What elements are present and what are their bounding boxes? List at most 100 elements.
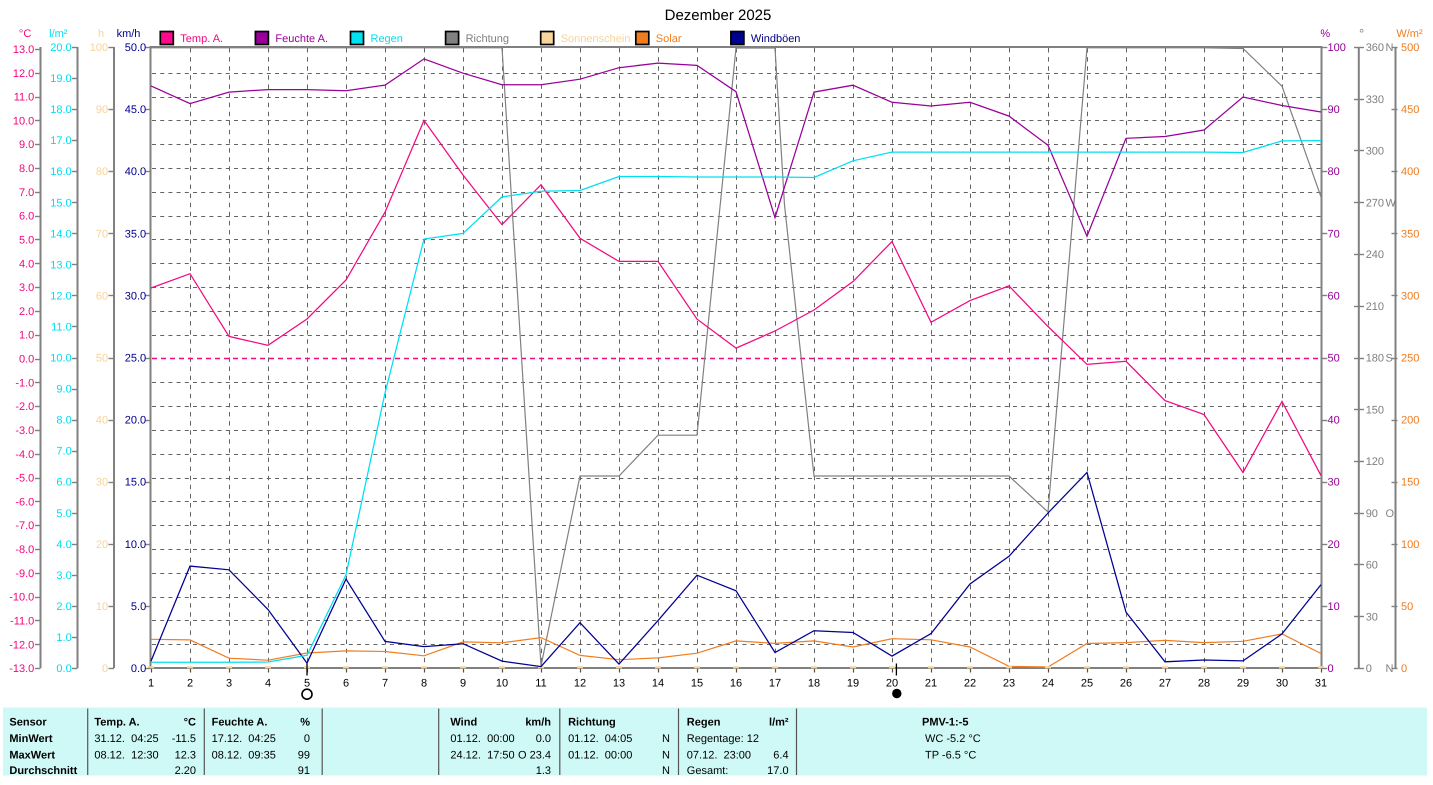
svg-text:11.0: 11.0: [51, 321, 72, 333]
svg-text:10: 10: [1328, 601, 1340, 613]
svg-text:35.0: 35.0: [125, 228, 146, 240]
svg-text:20.0: 20.0: [50, 42, 71, 54]
svg-text:100: 100: [90, 42, 108, 54]
svg-text:20: 20: [1328, 539, 1340, 551]
svg-text:N: N: [662, 765, 670, 777]
svg-text:S: S: [1386, 353, 1393, 365]
svg-text:120: 120: [1366, 456, 1384, 468]
svg-text:90: 90: [1366, 508, 1378, 520]
svg-text:12.0: 12.0: [13, 68, 34, 80]
svg-text:0: 0: [102, 663, 108, 675]
svg-text:20: 20: [886, 678, 898, 690]
svg-text:-6.0: -6.0: [15, 496, 34, 508]
svg-text:40: 40: [1328, 415, 1340, 427]
svg-text:Windböen: Windböen: [751, 33, 801, 45]
svg-text:5.0: 5.0: [56, 508, 71, 520]
svg-text:4: 4: [265, 678, 271, 690]
svg-text:2.0: 2.0: [56, 601, 71, 613]
svg-text:°C: °C: [184, 717, 196, 729]
svg-text:N: N: [662, 733, 670, 745]
svg-text:90: 90: [96, 104, 108, 116]
svg-text:08.12. 12:30: 08.12. 12:30: [94, 749, 158, 761]
svg-text:Regen: Regen: [371, 33, 403, 45]
svg-text:12.3: 12.3: [175, 749, 196, 761]
svg-text:17: 17: [769, 678, 781, 690]
svg-text:10.0: 10.0: [125, 539, 146, 551]
svg-text:W: W: [1386, 197, 1397, 209]
svg-text:50: 50: [1328, 353, 1340, 365]
svg-text:27: 27: [1159, 678, 1171, 690]
svg-text:16: 16: [730, 678, 742, 690]
svg-text:99: 99: [298, 749, 310, 761]
svg-text:6.0: 6.0: [56, 477, 71, 489]
svg-text:60: 60: [96, 290, 108, 302]
svg-text:240: 240: [1366, 249, 1384, 261]
svg-text:08.12. 09:35: 08.12. 09:35: [212, 749, 276, 761]
svg-text:50.0: 50.0: [125, 42, 146, 54]
svg-text:N: N: [1386, 663, 1394, 675]
svg-text:01.12. 04:05: 01.12. 04:05: [568, 733, 632, 745]
svg-text:N: N: [662, 749, 670, 761]
svg-text:2.20: 2.20: [175, 765, 196, 777]
svg-text:21: 21: [925, 678, 937, 690]
svg-text:19: 19: [847, 678, 859, 690]
svg-text:0: 0: [1366, 663, 1372, 675]
svg-text:7.0: 7.0: [56, 446, 71, 458]
svg-text:O 23.4: O 23.4: [518, 749, 551, 761]
svg-text:350: 350: [1401, 228, 1419, 240]
svg-text:-1.0: -1.0: [15, 377, 34, 389]
svg-text:16.0: 16.0: [50, 166, 71, 178]
svg-text:-12.0: -12.0: [9, 639, 34, 651]
svg-text:60: 60: [1366, 560, 1378, 572]
svg-text:N: N: [1386, 42, 1394, 54]
svg-text:23: 23: [1003, 678, 1015, 690]
svg-text:Durchschnitt: Durchschnitt: [9, 765, 77, 777]
svg-text:Wind: Wind: [450, 717, 477, 729]
svg-text:70: 70: [1328, 228, 1340, 240]
svg-text:°: °: [1359, 26, 1364, 41]
svg-text:Sensor: Sensor: [9, 717, 47, 729]
svg-text:9.0: 9.0: [19, 139, 34, 151]
svg-text:400: 400: [1401, 166, 1419, 178]
svg-text:360: 360: [1366, 42, 1384, 54]
svg-text:-8.0: -8.0: [15, 544, 34, 556]
svg-text:17.0: 17.0: [50, 135, 71, 147]
svg-text:150: 150: [1401, 477, 1419, 489]
svg-text:km/h: km/h: [525, 717, 551, 729]
svg-text:-11.5: -11.5: [172, 733, 196, 745]
svg-text:8.0: 8.0: [56, 415, 71, 427]
svg-text:Richtung: Richtung: [466, 33, 509, 45]
svg-text:200: 200: [1401, 415, 1419, 427]
svg-text:W/m²: W/m²: [1396, 28, 1423, 40]
svg-text:5.0: 5.0: [19, 234, 34, 246]
svg-text:-4.0: -4.0: [15, 449, 34, 461]
svg-text:10: 10: [96, 601, 108, 613]
svg-text:8: 8: [421, 678, 427, 690]
svg-text:180: 180: [1366, 353, 1384, 365]
svg-text:330: 330: [1366, 94, 1384, 106]
svg-text:40: 40: [96, 415, 108, 427]
svg-text:-13.0: -13.0: [9, 663, 34, 675]
svg-text:20.0: 20.0: [125, 415, 146, 427]
svg-text:18.0: 18.0: [50, 104, 71, 116]
svg-text:6: 6: [343, 678, 349, 690]
svg-text:Temp. A.: Temp. A.: [180, 33, 223, 45]
svg-text:Regentage: 12: Regentage: 12: [687, 733, 759, 745]
svg-text:5: 5: [304, 678, 310, 690]
svg-text:15.0: 15.0: [125, 477, 146, 489]
svg-text:MaxWert: MaxWert: [9, 749, 55, 761]
svg-text:1.0: 1.0: [19, 330, 34, 342]
svg-text:9.0: 9.0: [56, 384, 71, 396]
svg-text:270: 270: [1366, 197, 1384, 209]
svg-text:210: 210: [1366, 301, 1384, 313]
svg-text:70: 70: [96, 228, 108, 240]
svg-text:-9.0: -9.0: [15, 568, 34, 580]
svg-text:-7.0: -7.0: [15, 520, 34, 532]
svg-text:0.0: 0.0: [19, 354, 34, 366]
svg-text:12: 12: [574, 678, 586, 690]
svg-text:90: 90: [1328, 104, 1340, 116]
svg-text:1.3: 1.3: [536, 765, 551, 777]
svg-text:24.12. 17:50: 24.12. 17:50: [450, 749, 514, 761]
svg-text:3: 3: [226, 678, 232, 690]
svg-text:10.0: 10.0: [50, 353, 71, 365]
